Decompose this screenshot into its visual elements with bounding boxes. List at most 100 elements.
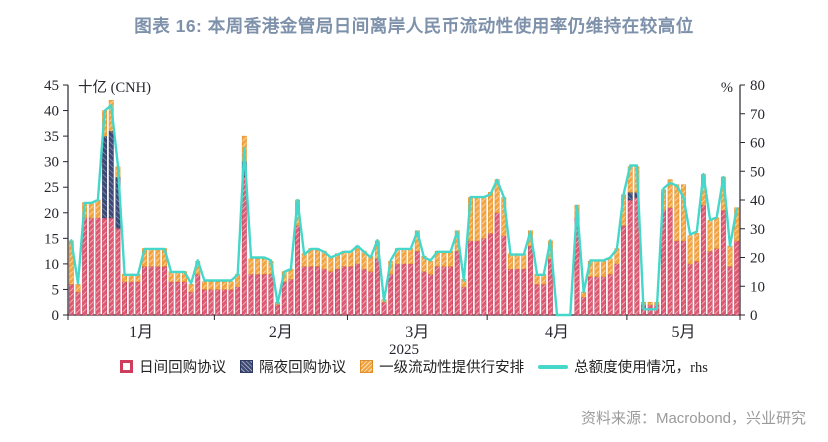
bar-segment <box>255 273 261 316</box>
bar-segment <box>667 207 673 316</box>
left-axis-tick-label: 40 <box>44 104 59 120</box>
bar-segment <box>295 225 300 316</box>
chart-area: 45 40 35 30 25 20 15 10 5 0 80 70 60 50 40 30 20 10 0 1月 2月 3… <box>0 55 828 358</box>
bar-segment <box>348 250 354 267</box>
bar-segment <box>474 197 480 242</box>
bar-segment <box>621 225 627 316</box>
bar-segment <box>627 192 633 201</box>
bar-segment <box>108 217 114 316</box>
bar-segment <box>594 276 600 316</box>
bar-segment <box>155 266 161 316</box>
bar-segment <box>601 261 607 277</box>
bar-segment <box>454 250 460 316</box>
month-label: 5月 <box>671 324 695 341</box>
bar-segment <box>694 261 700 316</box>
bar-segment <box>315 266 320 316</box>
bar-segment <box>514 268 520 316</box>
bar-segment <box>581 296 587 316</box>
bar-segment <box>248 273 254 316</box>
bar-segment <box>95 217 101 316</box>
bar-segment <box>627 199 633 316</box>
bar-segment <box>727 266 733 316</box>
bar-segment <box>734 240 740 316</box>
bar-segment <box>614 263 620 316</box>
right-axis-tick-label: 60 <box>750 136 765 152</box>
bar-segment <box>168 281 174 316</box>
right-axis-tick-label: 30 <box>750 222 765 238</box>
bar-segment <box>428 273 434 316</box>
right-axis-tick-label: 10 <box>750 279 765 295</box>
bar-segment <box>587 276 593 316</box>
bar-segment <box>647 301 653 306</box>
usage-line <box>70 103 738 317</box>
bar-segment <box>148 248 154 267</box>
month-label: 3月 <box>405 324 429 341</box>
bar-segment <box>142 266 147 316</box>
bar-segment <box>122 281 128 316</box>
bar-segment <box>468 240 473 316</box>
bar-segment <box>488 192 493 234</box>
bar-segment <box>414 250 420 316</box>
bar-segment <box>248 258 254 275</box>
bar-segment <box>215 281 221 290</box>
left-axis-tick-label: 15 <box>44 231 59 247</box>
bar-segment <box>674 240 680 316</box>
bar-segment <box>268 273 274 316</box>
bar-segment <box>208 289 214 316</box>
bar-segment <box>461 286 467 316</box>
bar-segment <box>501 235 507 316</box>
legend-label: 一级流动性提供行安排 <box>379 360 525 376</box>
bar-segment <box>714 248 720 316</box>
bar-segment <box>95 199 101 219</box>
bar-segment <box>421 271 427 316</box>
bar-segment <box>508 253 513 270</box>
bar-segment <box>88 202 94 219</box>
legend-label: 隔夜回购协议 <box>259 360 347 376</box>
left-axis-tick-label: 45 <box>44 78 59 94</box>
bar-segment <box>607 273 613 316</box>
bar-segment <box>135 281 141 316</box>
bar-segment <box>335 268 340 316</box>
left-axis-tick-label: 5 <box>52 282 60 298</box>
bar-segment <box>707 250 713 316</box>
bar-segment <box>541 284 547 316</box>
bar-segment <box>687 235 693 265</box>
bar-segment <box>681 240 686 316</box>
month-label: 1月 <box>129 324 153 341</box>
bar-segment <box>201 281 207 290</box>
right-axis-tick-label: 40 <box>750 193 765 209</box>
bar-segment <box>527 245 533 316</box>
bar-segment <box>521 268 527 316</box>
month-label: 4月 <box>545 324 569 341</box>
bar-segment <box>434 266 440 316</box>
bar-segment <box>700 204 706 316</box>
right-axis-tick-label: 80 <box>750 78 765 94</box>
bar-segment <box>221 281 227 290</box>
bar-segment <box>441 266 447 316</box>
right-axis-tick-label: 0 <box>750 308 758 324</box>
bar-segment <box>667 179 673 208</box>
right-axis-tick-label: 70 <box>750 107 765 123</box>
bar-segment <box>534 284 540 316</box>
bar-segment <box>707 220 713 252</box>
bar-segment <box>521 253 527 270</box>
bar-segment <box>315 248 320 267</box>
bar-segment <box>128 281 134 316</box>
bar-segment <box>75 284 81 293</box>
overnight-repo-swatch-icon <box>240 360 254 373</box>
right-axis-tick-label: 20 <box>750 251 765 267</box>
page-title: 图表 16: 本周香港金管局日间离岸人民币流动性使用率仍维持在较高位 <box>134 16 694 36</box>
bar-segment <box>221 289 227 316</box>
bar-segment <box>108 130 114 219</box>
left-axis-tick-label: 20 <box>44 206 59 222</box>
day-repo-swatch-icon <box>120 360 134 373</box>
bar-segment <box>281 281 287 316</box>
legend-item-day-repo: 日间回购协议 <box>120 356 226 377</box>
bar-segment <box>75 291 81 316</box>
bar-segment <box>261 258 267 275</box>
bar-segment <box>208 281 214 290</box>
bar-segment <box>408 263 414 316</box>
bar-segment <box>394 263 400 316</box>
left-axis-unit-label: 十亿 (CNH) <box>78 79 151 96</box>
left-axis-tick-label: 30 <box>44 155 59 171</box>
